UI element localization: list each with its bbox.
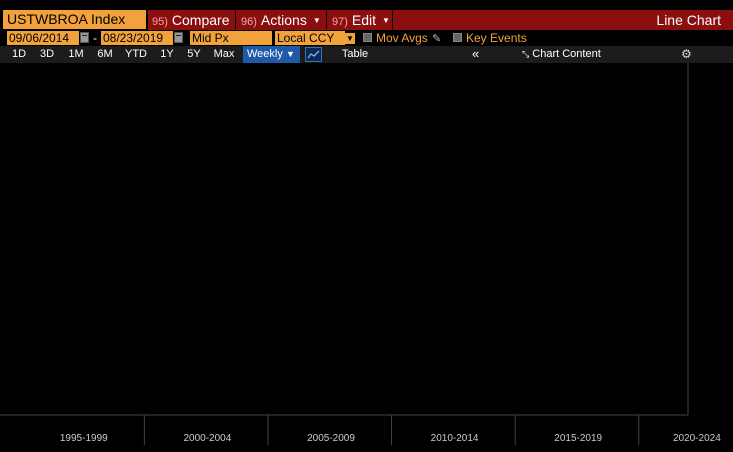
- mov-avgs-checkbox[interactable]: [363, 33, 372, 42]
- edit-label: Edit: [351, 12, 377, 28]
- caret-down-icon: ▼: [285, 49, 295, 59]
- x-period-label: 1995-1999: [60, 433, 108, 444]
- calendar-icon[interactable]: [80, 32, 89, 43]
- menu-strip: [148, 10, 733, 30]
- range-5y-button[interactable]: 5Y: [187, 48, 201, 60]
- view-title: Line Chart: [656, 12, 721, 28]
- range-1d-button[interactable]: 1D: [11, 48, 27, 60]
- compare-label: Compare: [171, 12, 230, 28]
- chart-grid: [0, 63, 689, 445]
- actions-shortcut: 96): [241, 16, 257, 28]
- compare-shortcut: 95): [152, 16, 168, 28]
- x-period-label: 2000-2004: [183, 433, 231, 444]
- currency-select[interactable]: Local CCY: [275, 31, 345, 45]
- edit-button[interactable]: 97) Edit ▼: [332, 10, 390, 30]
- menu-divider: [392, 11, 393, 29]
- expand-icon: ⤡: [522, 49, 530, 59]
- range-1m-button[interactable]: 1M: [68, 48, 84, 60]
- compare-button[interactable]: 95) Compare: [152, 10, 230, 30]
- frequency-select[interactable]: Weekly ▼: [243, 46, 300, 63]
- line-chart-icon[interactable]: [305, 47, 322, 62]
- range-1y-button[interactable]: 1Y: [160, 48, 174, 60]
- menu-divider: [235, 11, 236, 29]
- range-toolbar: [0, 46, 733, 63]
- x-period-label: 2010-2014: [431, 433, 479, 444]
- caret-down-icon: ▼: [312, 16, 321, 25]
- mov-avgs-label: Mov Avgs: [376, 31, 428, 45]
- actions-button[interactable]: 96) Actions ▼: [241, 10, 321, 30]
- pencil-icon[interactable]: ✎: [432, 33, 442, 45]
- price-field-select[interactable]: Mid Px: [190, 31, 272, 45]
- x-axis: 1995-1999 2000-2004 2005-2009 2010-2014 2015…: [60, 433, 721, 444]
- actions-label: Actions: [260, 12, 307, 28]
- chevron-down-icon[interactable]: ▼: [345, 33, 355, 44]
- end-date-input[interactable]: 08/23/2019: [101, 31, 173, 45]
- chart-content-label: Chart Content: [532, 48, 601, 60]
- gear-icon[interactable]: ⚙: [681, 47, 692, 61]
- ticker-field[interactable]: USTWBROA Index: [3, 10, 146, 29]
- x-period-label: 2005-2009: [307, 433, 355, 444]
- range-3d-button[interactable]: 3D: [39, 48, 55, 60]
- chart-content-button[interactable]: ⤡ Chart Content: [522, 46, 614, 63]
- range-max-button[interactable]: Max: [213, 48, 235, 60]
- x-period-label: 2020-2024: [673, 433, 721, 444]
- key-events-checkbox[interactable]: [453, 33, 462, 42]
- frequency-label: Weekly: [247, 48, 283, 60]
- date-range-dash: -: [93, 31, 97, 45]
- range-ytd-button[interactable]: YTD: [125, 48, 147, 60]
- start-date-input[interactable]: 09/06/2014: [7, 31, 79, 45]
- calendar-icon[interactable]: [174, 32, 183, 43]
- x-period-label: 2015-2019: [554, 433, 602, 444]
- collapse-left-icon[interactable]: «: [472, 46, 480, 61]
- line-chart[interactable]: 9095100105110115120125130135 1995-199920…: [0, 63, 733, 452]
- key-events-label: Key Events: [466, 31, 527, 45]
- range-6m-button[interactable]: 6M: [97, 48, 113, 60]
- caret-down-icon: ▼: [382, 16, 390, 25]
- menu-divider: [326, 11, 327, 29]
- table-button[interactable]: Table: [341, 48, 369, 60]
- edit-shortcut: 97): [332, 16, 348, 28]
